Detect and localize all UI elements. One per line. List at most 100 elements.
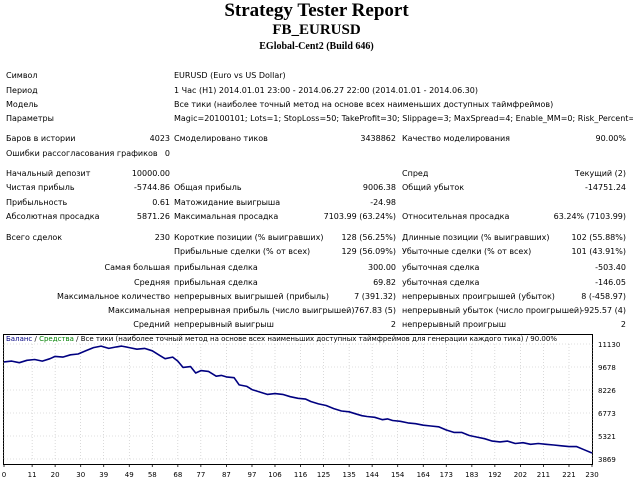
expected-payoff-value: -24.98 <box>370 198 396 207</box>
params-label: Параметры <box>6 114 54 123</box>
report-title: Strategy Tester Report <box>224 0 409 21</box>
x-tick-label: 20 <box>51 471 60 479</box>
server-build: EGlobal-Cent2 (Build 646) <box>259 41 374 52</box>
average-profit-label: прибыльная сделка <box>174 278 258 287</box>
max-count-losses-value: 8 (-458.97) <box>581 292 626 301</box>
legend-equity: Средства <box>39 335 74 343</box>
x-tick-label: 183 <box>465 471 478 479</box>
y-tick-label: 3869 <box>598 456 616 464</box>
x-tick-label: 202 <box>514 471 527 479</box>
x-tick-label: 125 <box>317 471 330 479</box>
max-amount-wins-label: непрерывная прибыль (число выигрышей) <box>174 306 355 315</box>
max-amount-label: Максимальная <box>108 306 170 315</box>
expected-payoff-label: Матожидание выигрыша <box>174 198 281 207</box>
model-value: Все тики (наиболее точный метод на основ… <box>174 100 554 109</box>
errors-value: 0 <box>164 149 170 158</box>
legend-sep: / <box>32 335 39 343</box>
balance-line <box>3 345 593 454</box>
deposit-value: 10000.00 <box>131 169 170 178</box>
x-tick-label: 144 <box>365 471 379 479</box>
deposit-label: Начальный депозит <box>6 169 91 178</box>
x-axis-ticks: 0 11 20 30 39 49 58 68 77 87 97 106 116 125 135 144 154 1… <box>2 464 599 479</box>
x-tick-label: 230 <box>585 471 598 479</box>
legend-balance: Баланс <box>6 335 32 343</box>
grid <box>3 343 593 460</box>
quality-value: 90.00% <box>595 134 626 143</box>
model-label: Модель <box>6 100 39 109</box>
relative-drawdown-label: Относительная просадка <box>402 212 510 221</box>
y-tick-label: 11130 <box>598 341 620 349</box>
legend-description: / Все тики (наиболее точный метод на осн… <box>74 335 557 343</box>
period-label: Период <box>6 86 38 95</box>
short-positions-label: Короткие позиции (% выигравших) <box>174 233 324 242</box>
symbol-label: Символ <box>6 71 38 80</box>
gross-loss-value: -14751.24 <box>584 183 626 192</box>
x-tick-label: 164 <box>417 471 431 479</box>
expert-name: FB_EURUSD <box>272 22 361 38</box>
symbol-value: EURUSD (Euro vs US Dollar) <box>174 71 286 80</box>
average-loss-value: -146.05 <box>595 278 626 287</box>
largest-loss-label: убыточная сделка <box>402 263 480 272</box>
x-tick-label: 49 <box>125 471 134 479</box>
total-trades-label: Всего сделок <box>6 233 63 242</box>
x-tick-label: 77 <box>196 471 205 479</box>
x-tick-label: 87 <box>222 471 231 479</box>
long-positions-label: Длинные позиции (% выигравших) <box>402 233 550 242</box>
quality-label: Качество моделирования <box>402 134 510 143</box>
absolute-drawdown-value: 5871.26 <box>136 212 170 221</box>
largest-profit-value: 300.00 <box>368 263 396 272</box>
series-layer <box>3 345 593 454</box>
y-tick-label: 9678 <box>598 364 616 372</box>
errors-label: Ошибки рассогласования графиков <box>6 149 158 158</box>
avg-consecutive-losses-value: 2 <box>620 320 626 329</box>
y-tick-label: 6773 <box>598 410 616 418</box>
largest-profit-label: прибыльная сделка <box>174 263 258 272</box>
average-loss-label: убыточная сделка <box>402 278 480 287</box>
loss-trades-value: 101 (43.91%) <box>571 247 626 256</box>
short-positions-value: 128 (56.25%) <box>341 233 396 242</box>
x-tick-label: 39 <box>99 471 108 479</box>
loss-trades-label: Убыточные сделки (% от всех) <box>402 247 532 256</box>
avg-consecutive-wins-value: 2 <box>390 320 396 329</box>
x-tick-label: 11 <box>28 471 37 479</box>
profit-trades-label: Прибыльные сделки (% от всех) <box>174 247 311 256</box>
average-profit-value: 69.82 <box>373 278 396 287</box>
max-count-losses-label: непрерывных проигрышей (убыток) <box>402 292 555 301</box>
x-tick-label: 0 <box>2 471 6 479</box>
balance-chart: Баланс / Средства / Все тики (наиболее т… <box>2 334 620 479</box>
x-tick-label: 30 <box>76 471 85 479</box>
x-tick-label: 116 <box>294 471 308 479</box>
max-count-label: Максимальное количество <box>57 292 170 301</box>
x-tick-label: 68 <box>173 471 182 479</box>
x-tick-label: 192 <box>488 471 501 479</box>
gross-profit-label: Общая прибыль <box>174 183 242 192</box>
avg-consecutive-label: Средний <box>133 320 170 329</box>
profit-factor-value: 0.61 <box>152 198 170 207</box>
max-drawdown-label: Максимальная просадка <box>174 212 279 221</box>
params-value: Magic=20100101; Lots=1; StopLoss=50; Tak… <box>174 114 633 123</box>
plot-frame <box>3 334 593 465</box>
profit-trades-value: 129 (56.09%) <box>341 247 396 256</box>
profit-factor-label: Прибыльность <box>6 198 68 207</box>
avg-consecutive-losses-label: непрерывный проигрыш <box>402 320 507 329</box>
x-tick-label: 173 <box>440 471 453 479</box>
ticks-label: Смоделировано тиков <box>174 134 268 143</box>
y-tick-label: 8226 <box>598 387 616 395</box>
chart-legend: Баланс / Средства / Все тики (наиболее т… <box>6 335 557 343</box>
avg-consecutive-wins-label: непрерывный выигрыш <box>174 320 274 329</box>
y-tick-label: 5321 <box>598 433 616 441</box>
relative-drawdown-value: 63.24% (7103.99) <box>553 212 626 221</box>
gross-loss-label: Общий убыток <box>402 183 465 192</box>
bars-label: Баров в истории <box>6 134 76 143</box>
period-value: 1 Час (H1) 2014.01.01 23:00 - 2014.06.27… <box>174 86 478 95</box>
total-trades-value: 230 <box>154 233 170 242</box>
average-label: Средняя <box>134 278 170 287</box>
x-tick-label: 154 <box>391 471 405 479</box>
net-profit-label: Чистая прибыль <box>6 183 75 192</box>
x-tick-label: 106 <box>268 471 282 479</box>
max-count-wins-label: непрерывных выигрышей (прибыль) <box>174 292 329 301</box>
x-tick-label: 97 <box>248 471 257 479</box>
max-amount-losses-label: непрерывный убыток (число проигрышей) <box>402 306 583 315</box>
ticks-value: 3438862 <box>360 134 396 143</box>
max-amount-wins-value: 767.83 (5) <box>354 306 396 315</box>
